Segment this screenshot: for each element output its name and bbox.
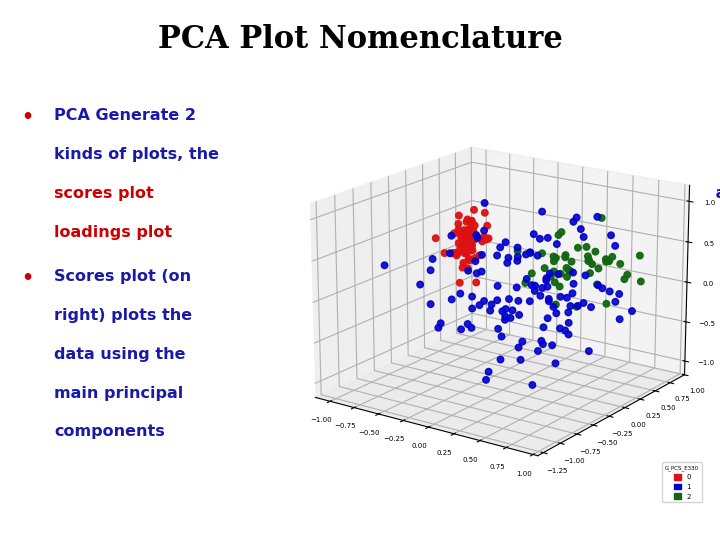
Legend: 0, 1, 2: 0, 1, 2 <box>662 462 702 502</box>
Text: scores plot: scores plot <box>54 186 154 201</box>
Text: •: • <box>22 108 34 127</box>
Text: right) plots the: right) plots the <box>54 308 192 323</box>
Text: kinds of plots, the: kinds of plots, the <box>54 147 219 162</box>
Text: •: • <box>22 269 34 288</box>
Text: Scores plot (on: Scores plot (on <box>54 269 191 284</box>
Text: data using the: data using the <box>54 347 186 362</box>
Text: PCA Plot Nomenclature: PCA Plot Nomenclature <box>158 24 562 55</box>
Text: components: components <box>54 424 165 440</box>
Text: PCA Generate 2: PCA Generate 2 <box>54 108 196 123</box>
Text: loadings plot: loadings plot <box>54 225 172 240</box>
Text: and the: and the <box>710 186 720 201</box>
Text: main principal: main principal <box>54 386 184 401</box>
